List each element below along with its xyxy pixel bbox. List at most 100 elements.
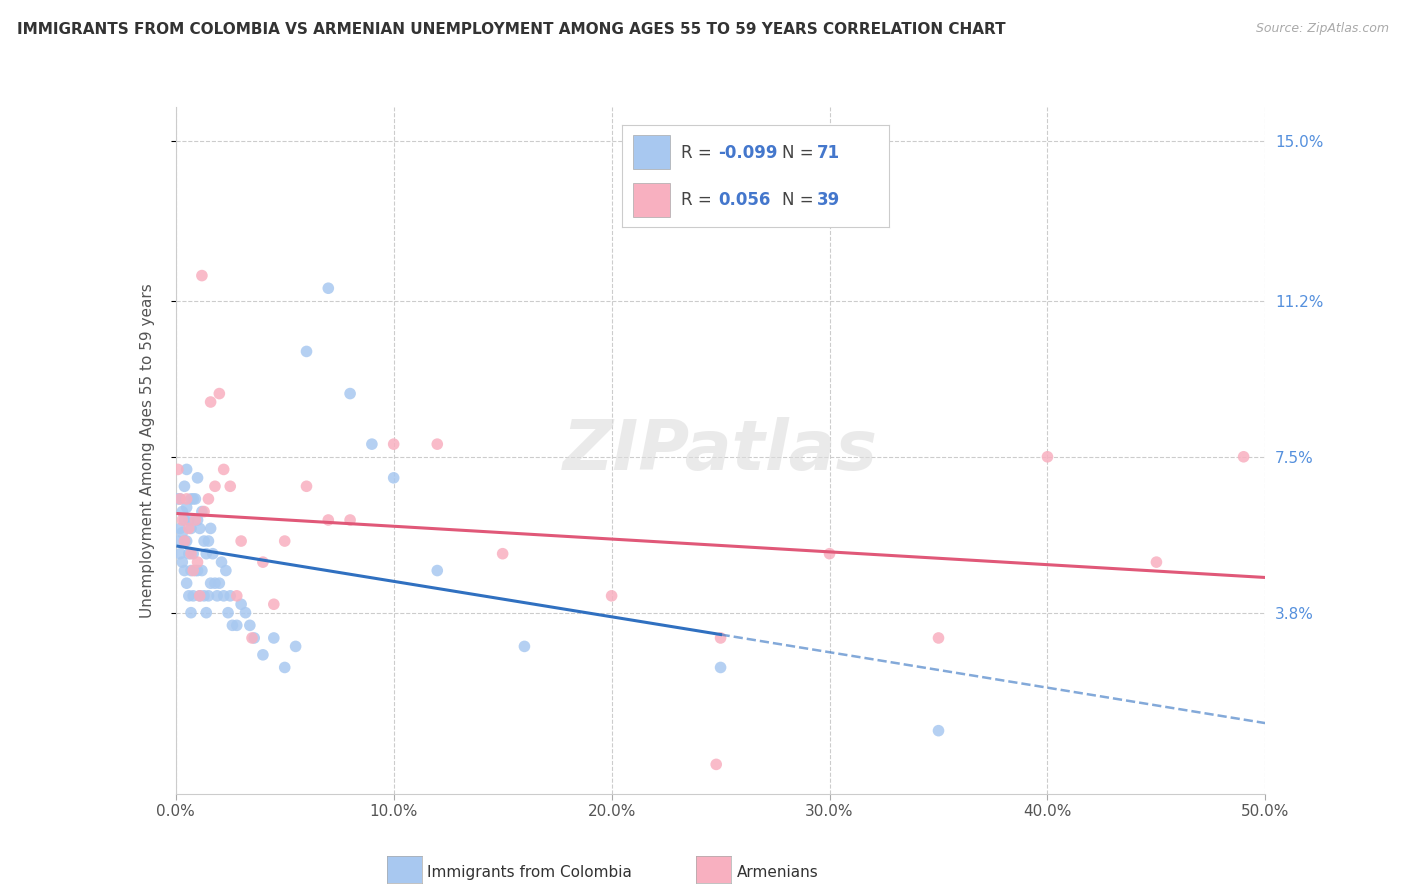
Point bbox=[204, 576, 226, 591]
Point bbox=[195, 606, 218, 620]
Point bbox=[180, 606, 202, 620]
FancyBboxPatch shape bbox=[633, 136, 671, 169]
Point bbox=[704, 757, 727, 772]
Point bbox=[181, 491, 204, 506]
Point bbox=[360, 437, 382, 451]
Point bbox=[191, 268, 214, 283]
Point bbox=[239, 618, 262, 632]
Point bbox=[928, 631, 950, 645]
Point bbox=[169, 521, 191, 535]
Y-axis label: Unemployment Among Ages 55 to 59 years: Unemployment Among Ages 55 to 59 years bbox=[141, 283, 155, 618]
Text: Immigrants from Colombia: Immigrants from Colombia bbox=[427, 865, 633, 880]
Point bbox=[219, 479, 242, 493]
Point bbox=[208, 576, 231, 591]
Point bbox=[212, 462, 235, 476]
Point bbox=[1144, 555, 1167, 569]
Point bbox=[600, 589, 623, 603]
Point bbox=[172, 555, 194, 569]
Point bbox=[186, 513, 209, 527]
Point bbox=[274, 534, 297, 549]
Point bbox=[177, 513, 200, 527]
Point bbox=[180, 491, 202, 506]
Point bbox=[219, 589, 242, 603]
Point bbox=[177, 547, 200, 561]
Point bbox=[193, 504, 215, 518]
Point bbox=[200, 576, 222, 591]
Point bbox=[176, 534, 198, 549]
Point bbox=[172, 513, 194, 527]
Point bbox=[928, 723, 950, 738]
Point bbox=[172, 525, 194, 540]
Point bbox=[186, 564, 209, 578]
Point bbox=[180, 564, 202, 578]
Point bbox=[193, 534, 215, 549]
Point bbox=[173, 479, 195, 493]
Point bbox=[231, 597, 253, 611]
Point bbox=[243, 631, 266, 645]
Point bbox=[295, 479, 318, 493]
Point bbox=[263, 631, 285, 645]
Point bbox=[212, 589, 235, 603]
Point bbox=[176, 491, 198, 506]
Point bbox=[382, 471, 405, 485]
Point bbox=[710, 660, 733, 674]
Point bbox=[181, 564, 204, 578]
Point bbox=[181, 547, 204, 561]
Point bbox=[201, 547, 224, 561]
Point bbox=[221, 618, 243, 632]
FancyBboxPatch shape bbox=[633, 184, 671, 218]
Point bbox=[295, 344, 318, 359]
Point bbox=[188, 521, 211, 535]
Point bbox=[197, 589, 219, 603]
Point bbox=[215, 564, 238, 578]
Text: R =: R = bbox=[681, 191, 723, 209]
Point bbox=[176, 576, 198, 591]
Point bbox=[200, 521, 222, 535]
Point bbox=[200, 395, 222, 409]
Text: ZIPatlas: ZIPatlas bbox=[562, 417, 879, 484]
Point bbox=[235, 606, 257, 620]
Point bbox=[195, 547, 218, 561]
Point bbox=[173, 534, 195, 549]
Point bbox=[188, 589, 211, 603]
Text: N =: N = bbox=[783, 144, 820, 161]
Point bbox=[186, 471, 209, 485]
Point bbox=[197, 491, 219, 506]
Point bbox=[173, 564, 195, 578]
Point bbox=[1232, 450, 1256, 464]
Point bbox=[169, 491, 191, 506]
Text: R =: R = bbox=[681, 144, 717, 161]
Point bbox=[186, 555, 209, 569]
Point bbox=[1036, 450, 1059, 464]
Point bbox=[240, 631, 263, 645]
Point bbox=[205, 589, 228, 603]
Point bbox=[710, 631, 733, 645]
Text: 39: 39 bbox=[817, 191, 841, 209]
Point bbox=[184, 564, 207, 578]
Text: Source: ZipAtlas.com: Source: ZipAtlas.com bbox=[1256, 22, 1389, 36]
Point bbox=[339, 513, 361, 527]
Point bbox=[180, 521, 202, 535]
Point bbox=[426, 437, 449, 451]
Point bbox=[169, 491, 191, 506]
Point bbox=[167, 534, 190, 549]
Point bbox=[181, 589, 204, 603]
Point bbox=[231, 534, 253, 549]
Point bbox=[225, 618, 247, 632]
Point bbox=[217, 606, 239, 620]
Point bbox=[204, 479, 226, 493]
Point bbox=[173, 513, 195, 527]
Point bbox=[225, 589, 247, 603]
Text: 71: 71 bbox=[817, 144, 841, 161]
Text: N =: N = bbox=[783, 191, 820, 209]
Point bbox=[263, 597, 285, 611]
Point bbox=[252, 555, 274, 569]
Text: 0.056: 0.056 bbox=[718, 191, 770, 209]
Point bbox=[197, 534, 219, 549]
Point bbox=[191, 504, 214, 518]
Text: IMMIGRANTS FROM COLOMBIA VS ARMENIAN UNEMPLOYMENT AMONG AGES 55 TO 59 YEARS CORR: IMMIGRANTS FROM COLOMBIA VS ARMENIAN UNE… bbox=[17, 22, 1005, 37]
Point bbox=[193, 589, 215, 603]
Point bbox=[339, 386, 361, 401]
Point bbox=[492, 547, 515, 561]
Point bbox=[184, 513, 207, 527]
